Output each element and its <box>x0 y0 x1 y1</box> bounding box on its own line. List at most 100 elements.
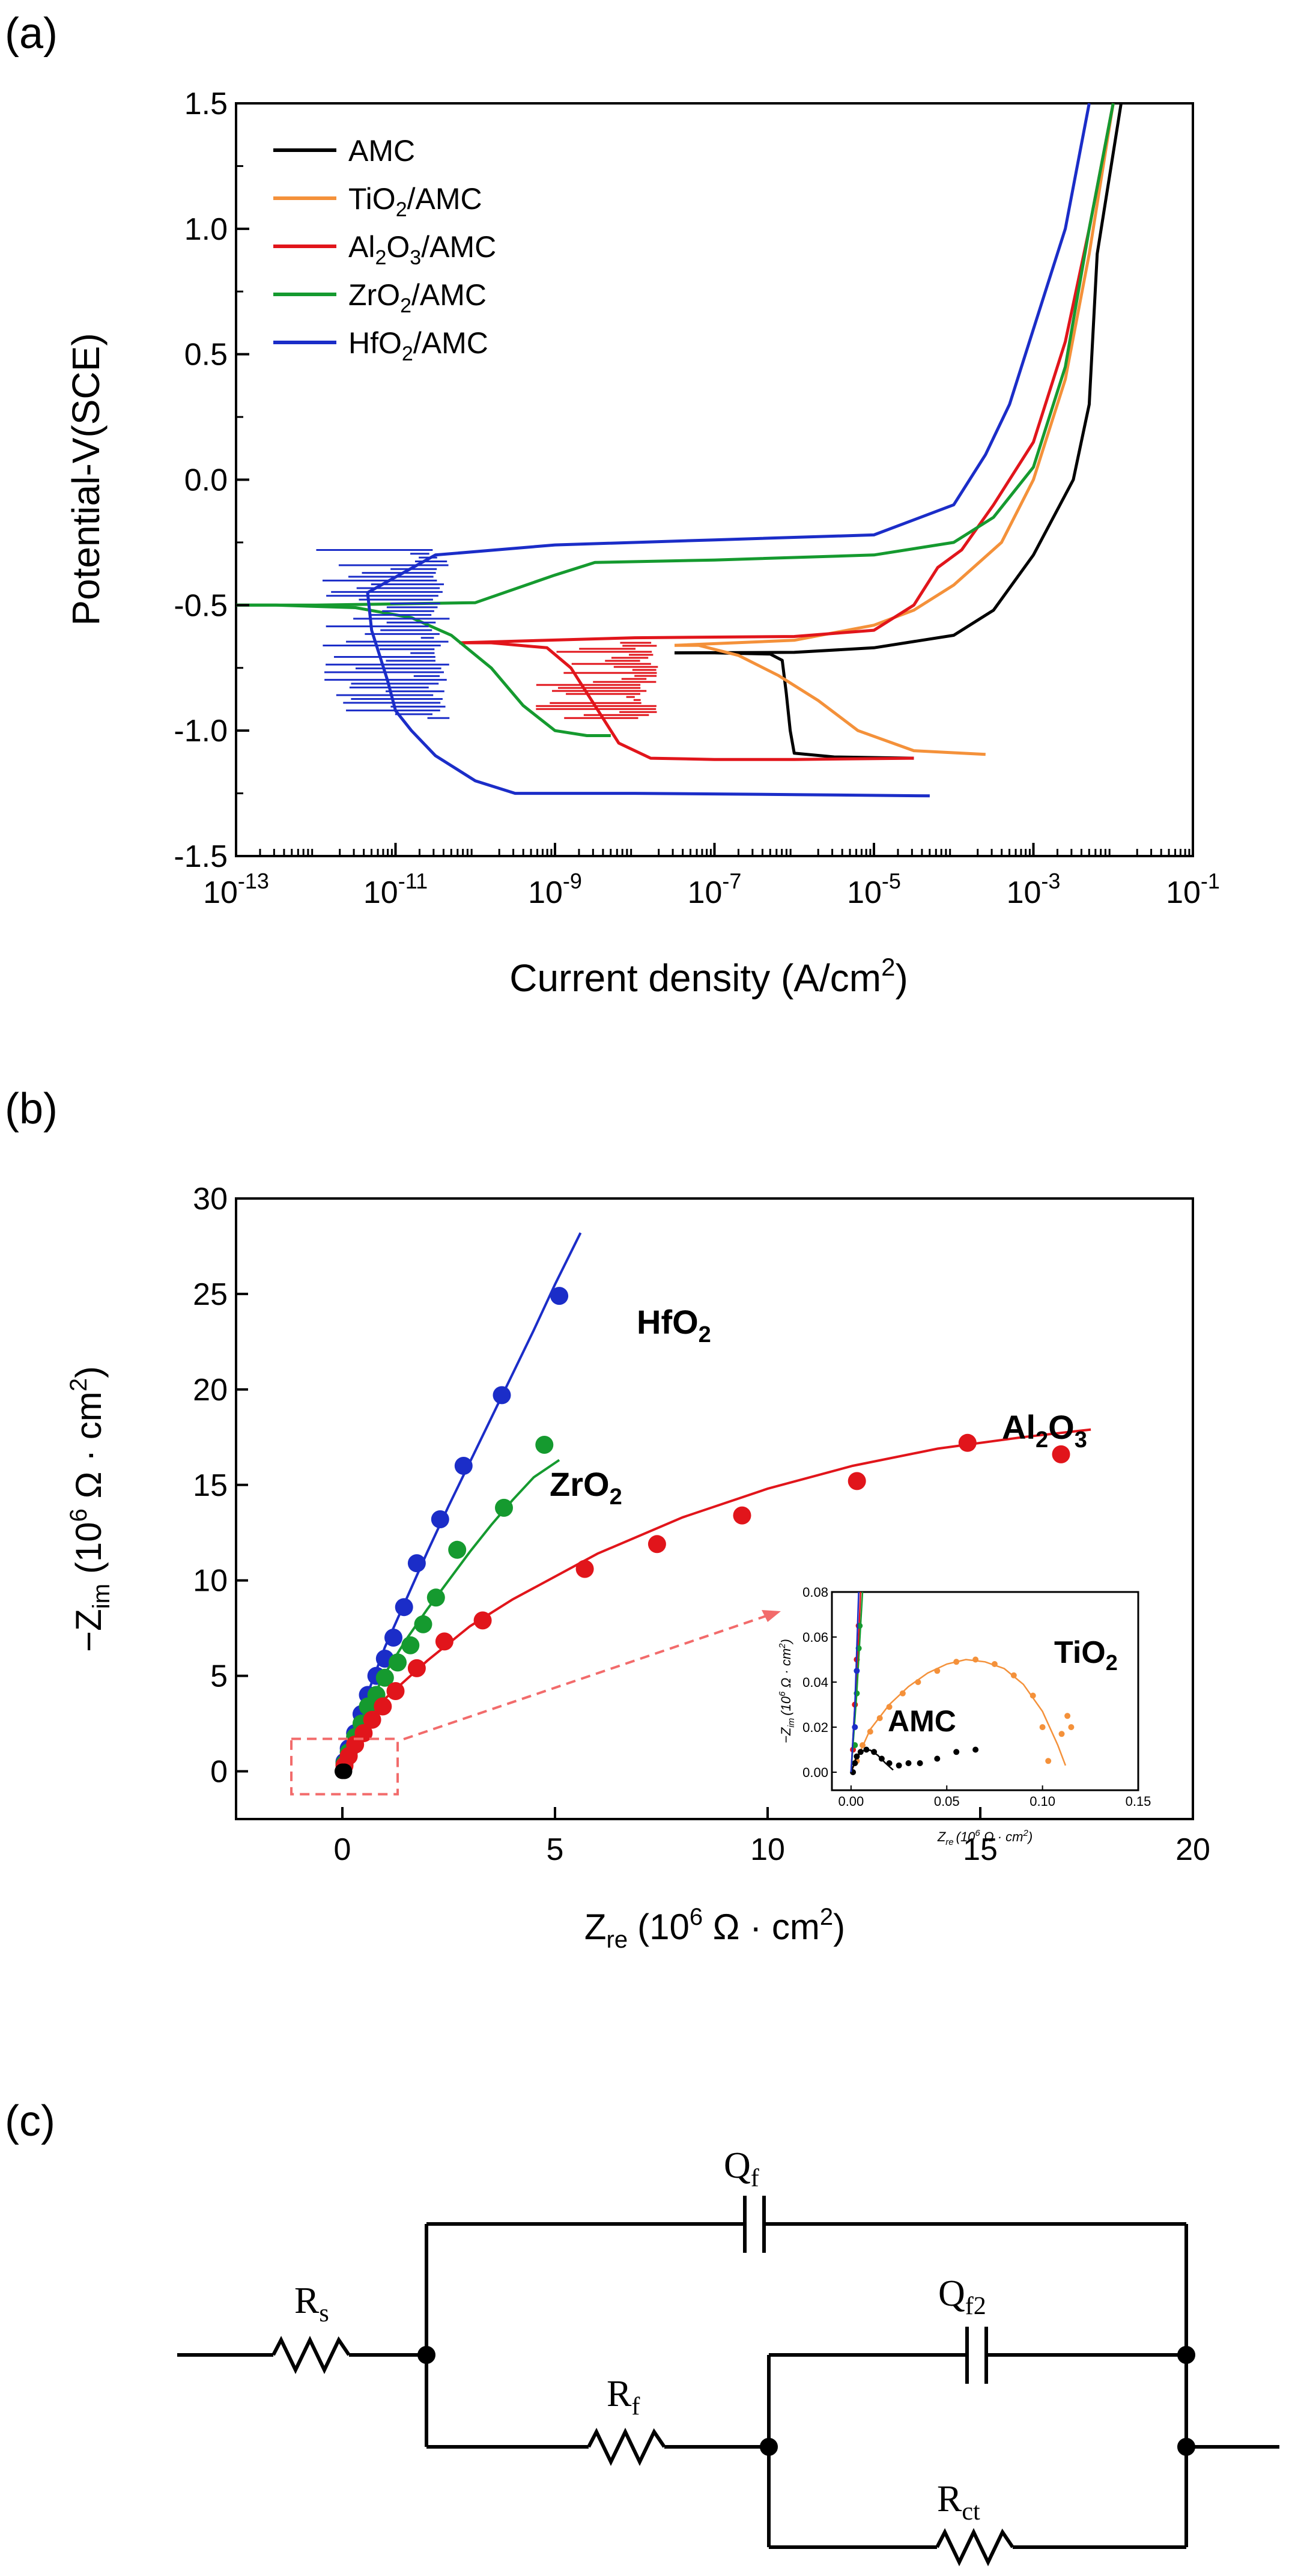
label-al2o3: Al2O3 <box>1002 1408 1087 1453</box>
legend-label-amc: AMC <box>348 134 415 168</box>
series-zro2-anodic <box>236 103 1115 607</box>
x-tick-label-a: 10-7 <box>688 869 742 910</box>
point-zro2 <box>426 1588 445 1607</box>
point-hfo2 <box>454 1457 473 1475</box>
inset-point-tio2 <box>876 1715 883 1721</box>
inset-point-tio2 <box>899 1690 906 1697</box>
panel-c-label: (c) <box>5 2097 55 2145</box>
inset-point-amc <box>852 1760 858 1766</box>
inset-point-tio2 <box>991 1661 998 1667</box>
x-tick-label-a: 10-1 <box>1166 869 1220 910</box>
noise-al2o3 <box>536 642 658 719</box>
resistor-rs <box>271 2336 351 2374</box>
inset-x-tick-label: 0.15 <box>1126 1794 1151 1809</box>
y-tick-label-b: 30 <box>193 1182 228 1217</box>
inset-point-hfo2 <box>852 1724 858 1730</box>
inset-point-tio2 <box>1045 1758 1052 1764</box>
panel-b-label: (b) <box>5 1085 58 1133</box>
inset-chart: 0.00 0.05 0.10 0.15 0.00 0.02 0.04 0.06 0.08 TiO… <box>777 1585 1151 1847</box>
x-tick-label-b: 5 <box>547 1832 564 1867</box>
inset-point-tio2 <box>972 1656 979 1663</box>
x-tick-label-b: 20 <box>1175 1832 1210 1867</box>
point-zro2 <box>389 1653 407 1672</box>
inset-point-tio2 <box>953 1659 960 1665</box>
point-hfo2 <box>493 1386 511 1405</box>
point-al2o3 <box>648 1535 666 1554</box>
inset-x-tick-label: 0.10 <box>1030 1794 1055 1809</box>
y-tick-label-a: 1.5 <box>184 87 228 121</box>
series-hfo2-anodic <box>366 103 1091 594</box>
point-hfo2 <box>431 1510 449 1528</box>
y-tick-label-a: -0.5 <box>174 588 228 623</box>
polarization-chart: 10-13 10-11 10-9 10-7 10-5 10-3 10-1 1.5 1.0 0.5 0… <box>64 87 1220 1000</box>
inset-point-amc <box>917 1760 923 1766</box>
point-al2o3 <box>435 1632 453 1651</box>
legend-label-zro2: ZrO2/AMC <box>348 278 487 317</box>
inset-frame <box>831 1591 1139 1791</box>
inset-series <box>850 1591 1075 1775</box>
zoom-arrow-head <box>762 1610 781 1622</box>
y-tick-label-b: 10 <box>193 1564 228 1599</box>
inset-point-tio2 <box>1030 1692 1036 1699</box>
label-hfo2: HfO2 <box>637 1303 711 1347</box>
inset-point-amc <box>886 1760 893 1766</box>
inset-y-tick-label: 0.04 <box>802 1675 828 1690</box>
point-al2o3 <box>733 1506 751 1525</box>
point-zro2 <box>535 1436 554 1454</box>
series-al2o3-anodic <box>459 103 1115 645</box>
series-amc-anodic <box>675 103 1123 655</box>
inset-point-tio2 <box>1064 1713 1071 1719</box>
legend-a: AMC TiO2/AMC Al2O3/AMC ZrO2/AMC HfO2/AMC <box>273 134 496 365</box>
x-tick-label-a: 10-3 <box>1007 869 1061 910</box>
point-zro2 <box>401 1636 420 1654</box>
y-tick-label-b: 5 <box>210 1659 228 1694</box>
y-tick-label-b: 0 <box>210 1755 228 1790</box>
point-al2o3 <box>848 1472 866 1490</box>
point-hfo2 <box>550 1287 569 1305</box>
inset-point-amc <box>857 1749 864 1755</box>
node-2 <box>1177 2346 1195 2364</box>
point-al2o3 <box>575 1560 594 1578</box>
inset-point-hfo2 <box>854 1668 860 1674</box>
y-tick-label-a: 0.0 <box>184 463 228 498</box>
legend-label-al2o3: Al2O3/AMC <box>348 230 496 269</box>
series-tio2-cathodic <box>675 643 986 756</box>
inset-y-axis-label: −Zim(106 Ω · cm2) <box>777 1639 796 1743</box>
x-tick-label-a: 10-5 <box>847 869 901 910</box>
nyquist-series <box>335 1232 1091 1779</box>
inset-point-tio2 <box>1010 1672 1017 1678</box>
point-hfo2 <box>407 1554 426 1573</box>
inset-fit-hfo2 <box>850 1591 860 1773</box>
point-hfo2 <box>384 1629 402 1647</box>
inset-x-tick-label: 0.05 <box>934 1794 960 1809</box>
inset-point-tio2 <box>1039 1724 1046 1730</box>
point-zro2 <box>495 1498 513 1517</box>
inset-point-tio2 <box>867 1728 873 1735</box>
resistor-rct <box>935 2528 1014 2566</box>
inset-point-tio2 <box>1058 1731 1065 1737</box>
nyquist-chart: 0 5 10 15 20 0 5 10 15 20 25 30 HfO2 ZrO2 Al2O3 Zre… <box>65 1182 1210 1953</box>
point-al2o3 <box>386 1682 405 1700</box>
inset-label-tio2: TiO2 <box>1054 1635 1118 1675</box>
y-axis-label-a: Potential-V(SCE) <box>64 333 108 625</box>
x-tick-label-a: 10-11 <box>363 869 428 910</box>
point-zro2 <box>448 1540 467 1559</box>
label-rct: Rct <box>937 2479 980 2526</box>
inset-point-amc <box>854 1753 860 1760</box>
x-tick-label-b: 0 <box>334 1832 351 1867</box>
point-amc <box>336 1763 353 1779</box>
inset-y-tick-label: 0.02 <box>802 1720 828 1735</box>
node-4 <box>1177 2438 1195 2456</box>
x-tick-label-a: 10-9 <box>528 869 582 910</box>
series-hfo2-cathodic <box>366 592 930 798</box>
inset-x-tick-label: 0.00 <box>838 1794 864 1809</box>
y-tick-label-b: 25 <box>193 1277 228 1312</box>
zoom-arrow <box>403 1612 775 1740</box>
inset-y-tick-label: 0.00 <box>802 1765 828 1780</box>
inset-point-tio2 <box>1068 1724 1075 1730</box>
point-hfo2 <box>395 1598 413 1617</box>
inset-point-amc <box>934 1755 941 1762</box>
plot-a-ticks: 10-13 10-11 10-9 10-7 10-5 10-3 10-1 1.5 1.0 0.5 0… <box>174 87 1220 910</box>
point-al2o3 <box>473 1611 492 1630</box>
